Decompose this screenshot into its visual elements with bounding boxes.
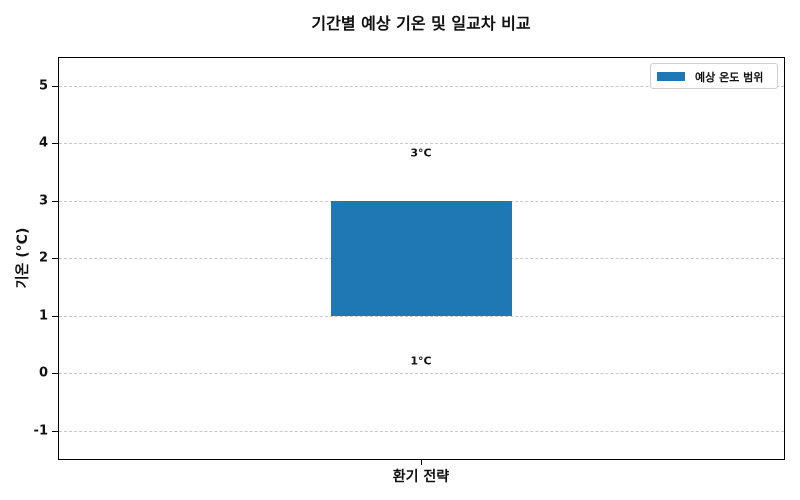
ytick-mark-4 — [52, 143, 58, 144]
bar-label-bottom: 1°C — [410, 354, 432, 368]
ytick-mark-3 — [52, 201, 58, 202]
y-axis-title: 기온 (°C) — [15, 227, 31, 289]
chart-title: 기간별 예상 기온 및 일교차 비교 — [311, 14, 531, 33]
ytick-mark-minus1 — [52, 431, 58, 432]
ytick-mark-1 — [52, 316, 58, 317]
legend-label: 예상 온도 범위 — [695, 71, 764, 84]
ytick-label-1: 1 — [38, 308, 48, 324]
gridline-1 — [59, 316, 784, 317]
ytick-mark-5 — [52, 86, 58, 87]
ytick-label-3: 3 — [38, 193, 48, 209]
gridline-0 — [59, 373, 784, 374]
bar-label-top: 3°C — [410, 146, 432, 160]
gridline-4 — [59, 143, 784, 144]
ytick-label-0: 0 — [38, 365, 48, 381]
gridline-5 — [59, 86, 784, 87]
ytick-label-minus1: -1 — [33, 423, 48, 439]
ytick-mark-0 — [52, 373, 58, 374]
legend: 예상 온도 범위 — [650, 63, 778, 89]
gridline-minus1 — [59, 431, 784, 432]
temperature-range-bar — [331, 201, 512, 316]
ytick-label-5: 5 — [38, 78, 48, 94]
legend-swatch — [657, 72, 685, 81]
plot-area — [58, 57, 785, 460]
ytick-label-2: 2 — [38, 250, 48, 266]
xtick-label: 환기 전략 — [392, 469, 450, 485]
ytick-mark-2 — [52, 258, 58, 259]
xtick-mark — [421, 460, 422, 465]
ytick-label-4: 4 — [38, 135, 48, 151]
